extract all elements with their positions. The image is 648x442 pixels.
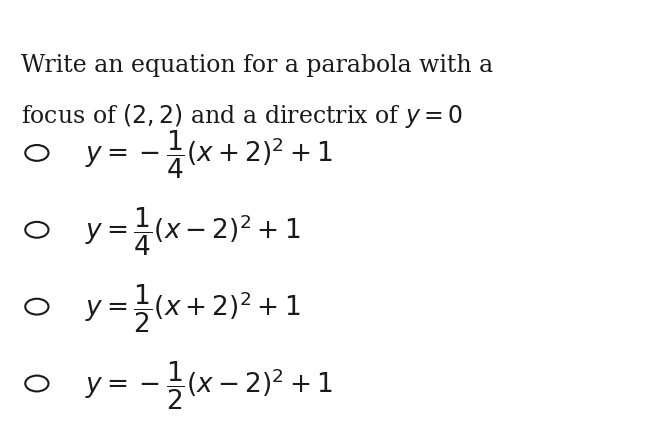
Text: Write an equation for a parabola with a: Write an equation for a parabola with a — [21, 54, 493, 77]
Text: $y = -\dfrac{1}{2}(x - 2)^2 + 1$: $y = -\dfrac{1}{2}(x - 2)^2 + 1$ — [86, 360, 333, 412]
Text: $y = -\dfrac{1}{4}(x + 2)^2 + 1$: $y = -\dfrac{1}{4}(x + 2)^2 + 1$ — [86, 129, 333, 181]
Text: $y = \dfrac{1}{4}(x - 2)^2 + 1$: $y = \dfrac{1}{4}(x - 2)^2 + 1$ — [86, 206, 301, 258]
Text: focus of $(2, 2)$ and a directrix of $y = 0$: focus of $(2, 2)$ and a directrix of $y … — [21, 103, 463, 130]
Text: $y = \dfrac{1}{2}(x + 2)^2 + 1$: $y = \dfrac{1}{2}(x + 2)^2 + 1$ — [86, 283, 301, 335]
